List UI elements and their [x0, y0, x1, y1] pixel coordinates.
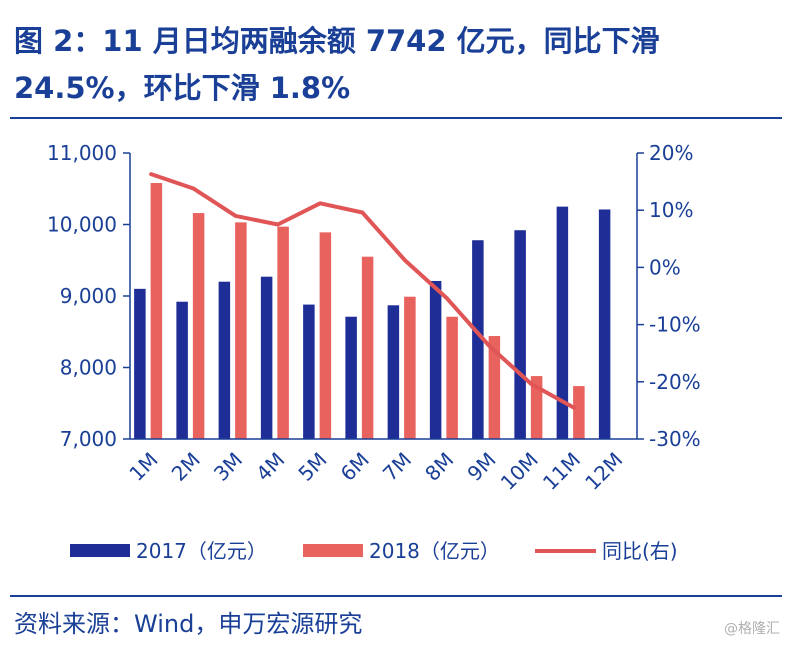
source-divider	[10, 595, 782, 597]
bar-2017	[176, 301, 188, 439]
legend-label-yoy: 同比(右)	[602, 539, 678, 563]
legend: 2017（亿元） 2018（亿元） 同比(右)	[70, 539, 678, 563]
legend-label-2018: 2018（亿元）	[369, 539, 500, 563]
bar-2017	[218, 281, 231, 439]
x-tick-label: 1M	[124, 448, 162, 486]
x-tick-label: 4M	[251, 448, 289, 486]
bar-2018	[235, 222, 247, 439]
title-divider	[10, 117, 782, 119]
legend-swatch-2017	[70, 544, 130, 557]
bar-2018	[404, 296, 416, 439]
right-tick-label: -20%	[649, 370, 701, 394]
bar-2018	[192, 213, 205, 439]
x-tick-label: 6M	[336, 448, 374, 486]
x-tick-label: 9M	[462, 448, 500, 486]
x-tick-label: 11M	[538, 448, 585, 495]
source-note: 资料来源：Wind，申万宏源研究	[14, 610, 363, 638]
bar-2017	[556, 206, 569, 439]
left-tick-label: 7,000	[60, 427, 117, 451]
bar-2018	[530, 376, 543, 439]
x-tick-label: 3M	[209, 448, 247, 486]
x-tick-label: 5M	[293, 448, 331, 486]
left-tick-label: 8,000	[60, 356, 117, 380]
left-tick-label: 10,000	[47, 213, 117, 237]
right-tick-label: 0%	[649, 255, 681, 279]
left-tick-label: 9,000	[60, 284, 117, 308]
left-tick-label: 11,000	[47, 141, 117, 165]
x-tick-label: 10M	[496, 448, 543, 495]
bar-2017	[429, 280, 442, 439]
right-tick-label: -30%	[649, 427, 701, 451]
legend-swatch-2018	[303, 544, 363, 557]
bar-2017	[345, 316, 357, 439]
x-tick-label: 12M	[580, 448, 627, 495]
bar-2017	[598, 209, 611, 439]
bar-2017	[260, 276, 273, 439]
bar-2018	[319, 232, 332, 439]
bar-2018	[573, 386, 585, 439]
bar-2018	[361, 256, 374, 439]
left-axis: 7,000 8,000 9,000 10,000 11,000	[47, 141, 131, 451]
x-tick-label: 2M	[167, 448, 205, 486]
watermark: @格隆汇	[724, 621, 780, 637]
chart-title: 图 2：11 月日均两融余额 7742 亿元，同比下滑 24.5%，环比下滑 1…	[14, 24, 660, 105]
right-axis: -30% -20% -10% 0% 10% 20%	[636, 141, 701, 451]
bar-2017	[514, 230, 526, 439]
x-tick-label: 7M	[378, 448, 416, 486]
bar-2017	[134, 288, 146, 439]
right-tick-label: 20%	[649, 141, 693, 165]
bar-2017	[387, 305, 400, 439]
legend-label-2017: 2017（亿元）	[136, 539, 267, 563]
bar-2018	[277, 226, 289, 439]
chart: 7,000 8,000 9,000 10,000 11,000 -30% -20% -10%…	[47, 141, 701, 563]
bar-2017	[472, 240, 484, 439]
x-tick-label: 8M	[420, 448, 458, 486]
right-tick-label: 10%	[649, 198, 693, 222]
yoy-line	[149, 172, 576, 410]
right-tick-label: -10%	[649, 313, 701, 337]
bar-2018	[488, 336, 501, 439]
bar-2018	[150, 183, 163, 439]
bar-2017	[303, 304, 315, 439]
bars	[134, 183, 611, 439]
bar-2018	[446, 316, 458, 439]
